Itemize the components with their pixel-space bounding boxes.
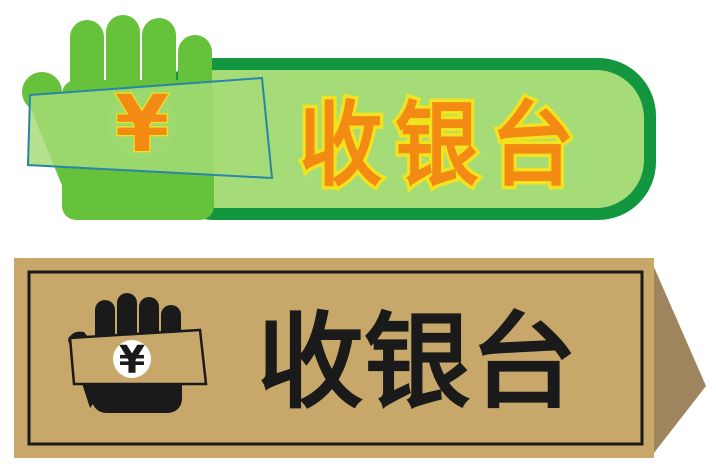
- yen-coin-icon: ¥: [108, 79, 176, 171]
- green-sign-panel: [168, 70, 644, 208]
- green-cashier-sign: ¥ 收银台: [22, 15, 656, 220]
- gold-plate-border: [27, 270, 644, 446]
- arrow-side-panel: [650, 258, 706, 458]
- banknote-icon: [26, 76, 274, 180]
- green-sign-label: 收银台: [299, 92, 587, 199]
- gold-sign-label: 收银台: [257, 301, 577, 423]
- yen-symbol-gold: ¥: [119, 338, 145, 382]
- gold-cashier-sign: ¥ 收银台: [14, 258, 706, 458]
- yen-coin-icon-black: ¥: [113, 338, 151, 382]
- yen-symbol-green: ¥: [115, 80, 169, 170]
